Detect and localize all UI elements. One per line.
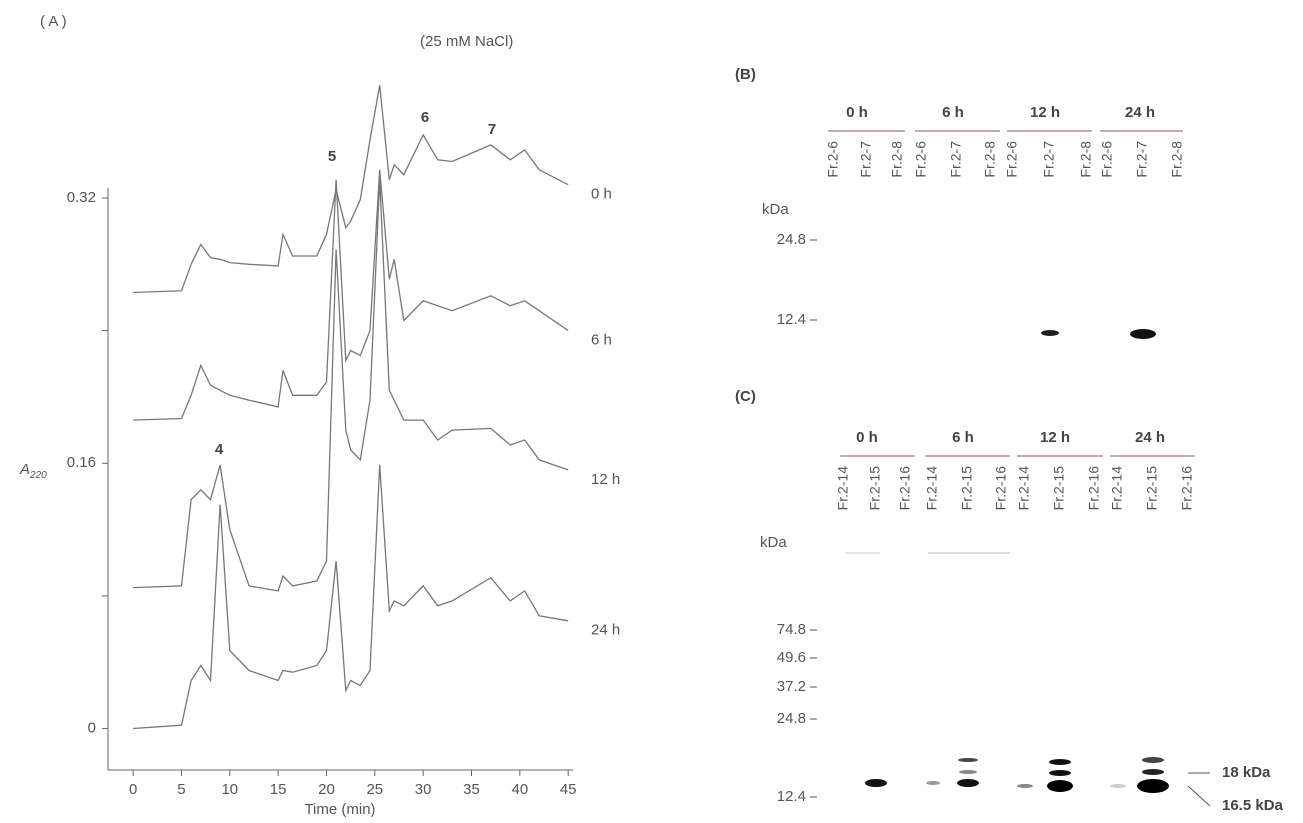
unit-label: kDa [762,201,789,218]
panel-label: ( A ) [40,13,67,30]
y-tick-label: 0.16 [67,454,96,471]
group-label: 24 h [1125,104,1155,121]
lane-label: Fr.2-15 [1051,466,1067,511]
y-axis-label-main: A [19,461,30,478]
band [958,758,978,762]
marker-label: 12.4 [777,311,806,328]
panel-label: (B) [735,66,756,83]
x-tick-label: 35 [463,781,480,798]
x-axis-label: Time (min) [304,801,375,818]
legend-label: 12 h [591,471,620,488]
legend-label: 6 h [591,332,612,349]
panel-label: (C) [735,388,756,405]
band-label: 18 kDa [1222,764,1271,781]
trace [133,465,568,729]
band [1049,759,1071,765]
lane-label: Fr.2-14 [1016,466,1032,511]
marker-label: 49.6 [777,649,806,666]
x-tick-label: 10 [221,781,238,798]
lane-label: Fr.2-7 [858,141,874,178]
group-label: 6 h [942,104,964,121]
pointer [1188,786,1210,806]
lane-label: Fr.2-16 [1086,466,1102,511]
lane-label: Fr.2-8 [1078,141,1094,178]
trace [133,170,568,420]
peak-label: 7 [488,121,496,138]
y-tick-label: 0 [88,720,96,737]
lane-label: Fr.2-14 [835,466,851,511]
lane-label: Fr.2-7 [1134,141,1150,178]
x-tick-label: 5 [177,781,185,798]
group-label: 6 h [952,429,974,446]
x-tick-label: 30 [415,781,432,798]
legend-label: 24 h [591,622,620,639]
lane-label: Fr.2-6 [913,141,929,178]
lane-label: Fr.2-16 [897,466,913,511]
marker-label: 37.2 [777,678,806,695]
peak-label: 4 [215,441,224,458]
band [1142,769,1164,775]
lane-label: Fr.2-7 [948,141,964,178]
band [1137,779,1169,793]
band [1017,784,1033,788]
group-label: 12 h [1030,104,1060,121]
lane-label: Fr.2-15 [959,466,975,511]
group-label: 24 h [1135,429,1165,446]
y-axis-label-sub: 220 [29,470,47,481]
band [865,779,887,787]
lane-label: Fr.2-14 [924,466,940,511]
legend-label: 0 h [591,186,612,203]
unit-label: kDa [760,534,787,551]
band [1049,770,1071,776]
figure: ( A ) (25 mM NaCl) Time (min) A220 4 5 6… [0,0,1303,823]
trace [133,180,568,591]
band [1110,784,1126,788]
band [959,770,977,774]
trace [133,85,568,292]
lane-label: Fr.2-6 [1004,141,1020,178]
lane-label: Fr.2-14 [1109,466,1125,511]
lane-label: Fr.2-6 [1099,141,1115,178]
lane-label: Fr.2-16 [1179,466,1195,511]
x-tick-label: 15 [270,781,287,798]
lane-label: Fr.2-7 [1041,141,1057,178]
peak-label: 6 [421,109,429,126]
marker-label: 74.8 [777,621,806,638]
band [957,779,979,787]
marker-label: 12.4 [777,788,806,805]
x-tick-label: 0 [129,781,137,798]
y-axis-label: A220 [19,461,47,481]
marker-label: 24.8 [777,231,806,248]
peak-label: 5 [328,148,336,165]
lane-label: Fr.2-8 [889,141,905,178]
group-label: 0 h [846,104,868,121]
lane-label: Fr.2-15 [1144,466,1160,511]
lane-label: Fr.2-8 [982,141,998,178]
lane-label: Fr.2-15 [867,466,883,511]
band [1130,329,1156,339]
band [1047,780,1073,792]
x-tick-label: 20 [318,781,335,798]
group-label: 12 h [1040,429,1070,446]
lane-label: Fr.2-8 [1169,141,1185,178]
x-tick-label: 25 [366,781,383,798]
lane-label: Fr.2-16 [993,466,1009,511]
chart-title: (25 mM NaCl) [420,33,513,50]
band [1041,330,1059,336]
y-tick-label: 0.32 [67,189,96,206]
band [1142,757,1164,763]
gel-c: (C) kDa 18 kDa 16.5 kDa [735,388,1284,814]
lane-label: Fr.2-6 [825,141,841,178]
band-label: 16.5 kDa [1222,797,1284,814]
x-tick-label: 40 [511,781,528,798]
x-tick-label: 45 [560,781,577,798]
marker-label: 24.8 [777,710,806,727]
band [926,781,940,785]
group-label: 0 h [856,429,878,446]
